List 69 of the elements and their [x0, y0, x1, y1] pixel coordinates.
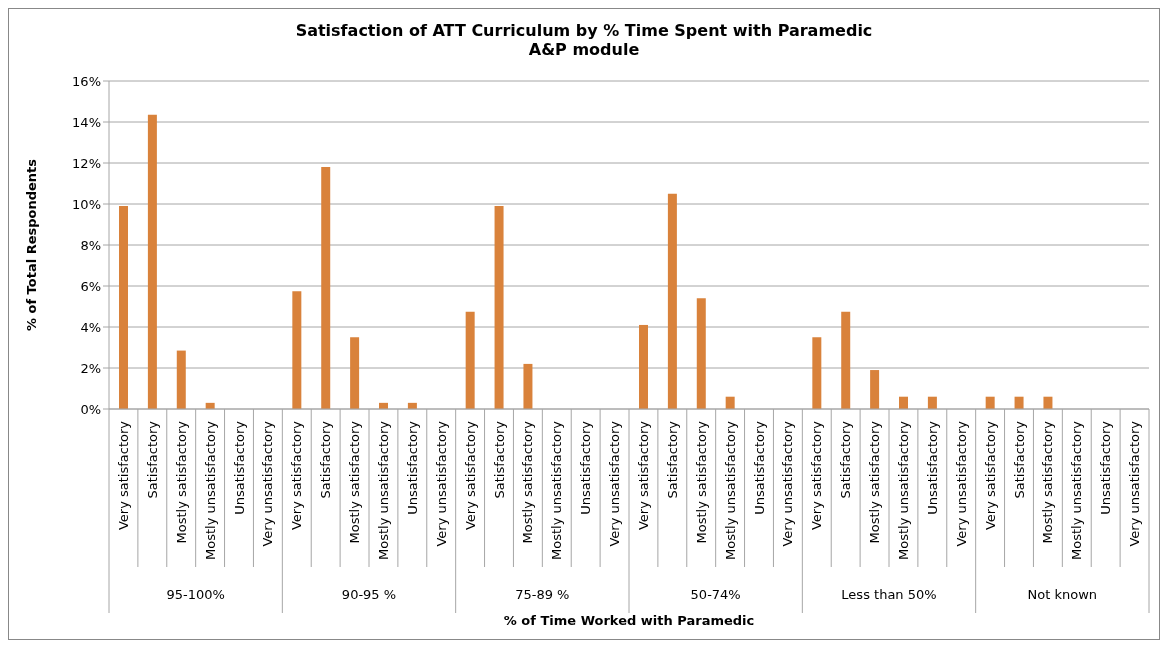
y-tick-label: 4%: [80, 319, 101, 335]
y-tick-label: 0%: [80, 401, 101, 417]
text: 75-89 %: [514, 587, 571, 602]
bar: [494, 206, 504, 409]
y-tick-label: 12%: [72, 155, 101, 171]
bar: [870, 370, 880, 409]
x-tick-label: Very satisfactory: [289, 420, 305, 531]
text: 95-100%: [165, 587, 226, 602]
x-tick-label: Satisfactory: [491, 420, 507, 499]
bar: [667, 193, 677, 409]
x-tick-label: Very unsatisfactory: [433, 420, 449, 547]
x-tick-label: Very unsatisfactory: [953, 420, 969, 547]
x-tick-label: Satisfactory: [1011, 420, 1027, 499]
x-tick-label: Unsatisfactory: [751, 420, 767, 515]
x-tick-label: Mostly unsatisfactory: [895, 420, 911, 560]
y-tick-label: 16%: [72, 73, 101, 89]
x-tick-label: Mostly satisfactory: [347, 420, 363, 544]
x-tick-label: Very satisfactory: [809, 420, 825, 531]
x-tick-label: Satisfactory: [838, 420, 854, 499]
x-tick-label: Mostly satisfactory: [173, 420, 189, 544]
y-tick-label: 6%: [80, 278, 101, 294]
text: 90-95 %: [340, 587, 398, 602]
x-tick-label: Mostly unsatisfactory: [549, 420, 565, 560]
x-tick-label: Mostly unsatisfactory: [202, 420, 218, 560]
bar: [321, 167, 331, 409]
x-tick-label: Mostly satisfactory: [1040, 420, 1056, 544]
x-tick-label: Very satisfactory: [115, 420, 131, 531]
y-tick-label: 10%: [72, 196, 101, 212]
x-tick-label: Very unsatisfactory: [780, 420, 796, 547]
x-tick-label: Very satisfactory: [635, 420, 651, 531]
bar: [523, 363, 533, 409]
x-tick-label: Unsatisfactory: [1098, 420, 1114, 515]
y-axis-title: % of Total Respondents: [23, 158, 39, 332]
x-tick-label: Satisfactory: [318, 420, 334, 499]
bar: [176, 350, 186, 409]
bar: [119, 206, 128, 409]
x-tick-label: Unsatisfactory: [924, 420, 940, 515]
x-tick-label: Very satisfactory: [462, 420, 478, 531]
x-tick-label: Very unsatisfactory: [1127, 420, 1143, 547]
x-tick-label: Satisfactory: [664, 420, 680, 499]
x-tick-label: Very unsatisfactory: [260, 420, 276, 547]
x-tick-label: Mostly unsatisfactory: [375, 420, 391, 560]
x-tick-label: Mostly satisfactory: [693, 420, 709, 544]
bar: [147, 114, 157, 409]
x-axis-title: % of Time Worked with Paramedic: [503, 613, 755, 628]
bar: [292, 291, 302, 409]
x-tick-label: Unsatisfactory: [404, 420, 420, 515]
x-tick-label: Mostly unsatisfactory: [722, 420, 738, 560]
chart-title: Satisfaction of ATT Curriculum by % Time Spent with Paramedic A&P module: [294, 20, 874, 61]
x-tick-label: Satisfactory: [144, 420, 160, 499]
text: 50-74%: [689, 587, 742, 602]
x-tick-label: Mostly unsatisfactory: [1069, 420, 1085, 560]
text: Not known: [1026, 587, 1099, 602]
y-tick-label: 14%: [72, 114, 101, 130]
bar: [696, 298, 706, 409]
text: Less than 50%: [840, 587, 938, 602]
y-tick-label: 2%: [80, 360, 101, 376]
x-tick-label: Mostly satisfactory: [867, 420, 883, 544]
bar: [841, 311, 851, 409]
x-tick-label: Unsatisfactory: [578, 420, 594, 515]
x-tick-label: Very unsatisfactory: [607, 420, 623, 547]
x-tick-label: Unsatisfactory: [231, 420, 247, 515]
bar: [812, 337, 822, 409]
bar: [465, 311, 475, 409]
x-tick-label: Mostly satisfactory: [520, 420, 536, 544]
bar: [639, 324, 648, 409]
bar: [350, 337, 360, 409]
x-tick-label: Very satisfactory: [982, 420, 998, 531]
y-tick-label: 8%: [80, 237, 101, 253]
